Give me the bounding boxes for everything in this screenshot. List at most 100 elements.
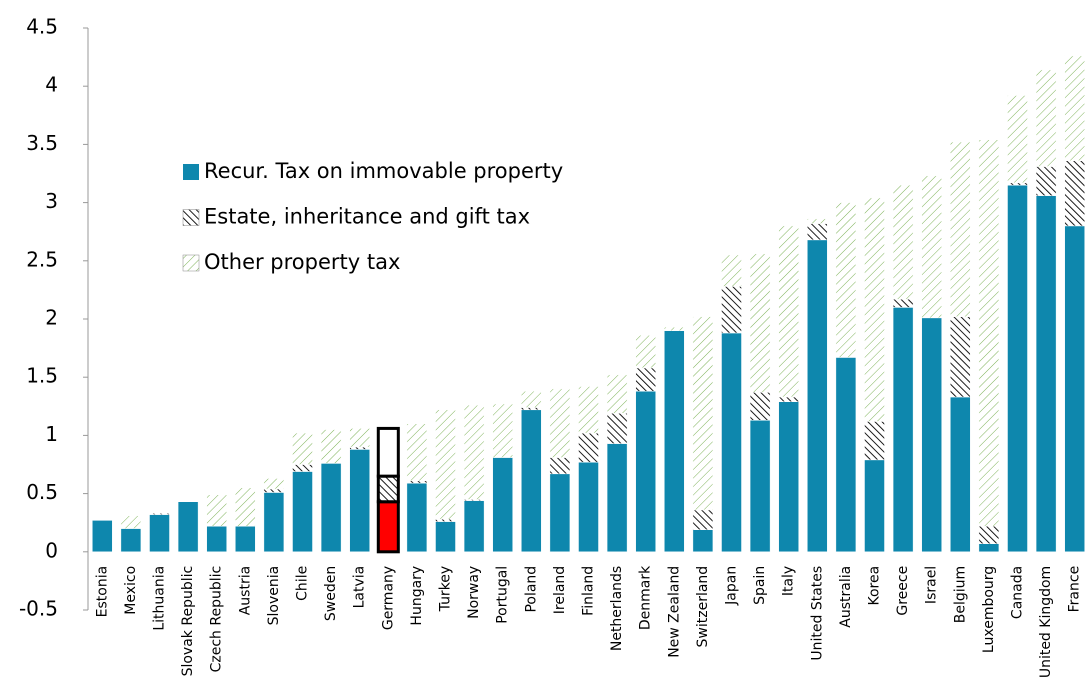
bar-segment [149,513,170,515]
x-tick-label: Sweden [323,566,339,621]
y-tick-label: 4 [45,73,58,97]
bar-segment [864,197,885,422]
bar-segment [835,357,857,553]
bar-segment [835,202,857,358]
bar-segment [376,500,400,554]
bar-segment [1064,55,1085,161]
x-tick-label: Korea [867,566,883,606]
x-tick-label: Ireland [552,566,568,614]
bar-segment [778,401,799,553]
legend-label: Estate, inheritance and gift tax [204,205,530,229]
x-tick-label: Finland [581,566,597,616]
bar-segment [463,500,485,553]
legend-label: Recur. Tax on immovable property [204,159,563,183]
bar-segment [578,432,599,463]
y-tick-label: 0.5 [26,480,58,504]
x-tick-label: Israel [924,566,940,604]
bar-segment [807,218,828,224]
bar-segment [406,480,428,484]
x-tick-label: Turkey [438,566,454,613]
bar-segment [406,482,428,553]
bar-segment [778,225,799,398]
bar-segment [978,543,1000,553]
bar-segment [606,413,628,444]
bar-segment [292,471,313,553]
bar-segment [606,443,628,553]
bar-segment [320,429,342,464]
bar-segment [149,514,170,553]
legend-swatch [183,164,199,180]
bar-segment [120,515,142,529]
y-tick-label: 3.5 [26,131,58,155]
x-tick-label: Hungary [409,566,425,626]
x-tick-label: Estonia [94,566,110,618]
bar-segment [921,317,942,553]
y-tick-label: 3 [45,189,58,213]
y-tick-label: 1 [45,422,58,446]
x-tick-label: Australia [838,566,854,628]
x-tick-label: Poland [523,566,539,613]
bar-segment [892,307,914,553]
y-tick-label: -0.5 [19,597,58,621]
bar-segment [635,367,656,392]
legend-label: Other property tax [204,250,400,274]
bar-segment [635,335,656,369]
bar-segment [692,509,714,530]
bar-segment [349,446,370,450]
bar-segment [492,403,513,458]
bar-segment [376,474,400,504]
x-tick-label: Spain [752,566,768,605]
bar-segment [950,141,971,317]
bar-segment [578,386,599,434]
bar-segment [721,332,742,553]
bar-segment [1064,160,1085,227]
bar-segment [892,184,914,300]
bar-segment [206,494,227,527]
x-tick-label: Norway [466,566,482,619]
bar-segment [320,463,342,553]
bar-segment [549,473,571,553]
bar-segment [892,298,914,308]
bar-segment [749,253,771,393]
bar-segment [950,316,971,398]
bar-segment [778,396,799,402]
bar-segment [1035,195,1057,553]
bar-segment [807,239,828,553]
bar-segment [807,223,828,241]
bar-segment [292,464,313,472]
bar-segment [263,492,285,553]
bar-segment [1064,225,1085,553]
y-tick-label: 1.5 [26,364,58,388]
bar-segment [406,423,428,482]
bar-segment [235,487,256,527]
bar-segment [950,396,971,553]
bar-segment [292,432,313,465]
bar-segment [206,525,227,553]
legend-swatch [182,209,200,226]
bar-segment [1035,69,1057,167]
x-tick-label: Latvia [352,566,368,609]
bar-segment [606,374,628,414]
bar-segment [521,409,542,553]
bar-segment [1007,182,1028,186]
bar-segment [521,407,542,411]
x-tick-label: Mexico [123,566,139,615]
bar-segment [435,521,456,553]
y-tick-label: 0 [45,538,58,562]
x-tick-label: Slovenia [266,566,282,626]
bar-segment [978,139,1000,527]
bar-segment [978,525,1000,544]
bar-segment [92,520,113,553]
bar-segment [349,449,370,553]
x-tick-label: Italy [781,566,797,596]
y-tick-label: 2 [45,306,58,330]
bar-segment [921,175,942,319]
bar-segment [549,388,571,458]
bar-segment [721,286,742,334]
x-tick-label: Czech Republic [209,566,225,673]
bar-segment [1007,95,1028,184]
bar-segment [492,457,513,553]
x-tick-label: Denmark [638,565,654,630]
x-tick-label: Austria [237,566,253,615]
